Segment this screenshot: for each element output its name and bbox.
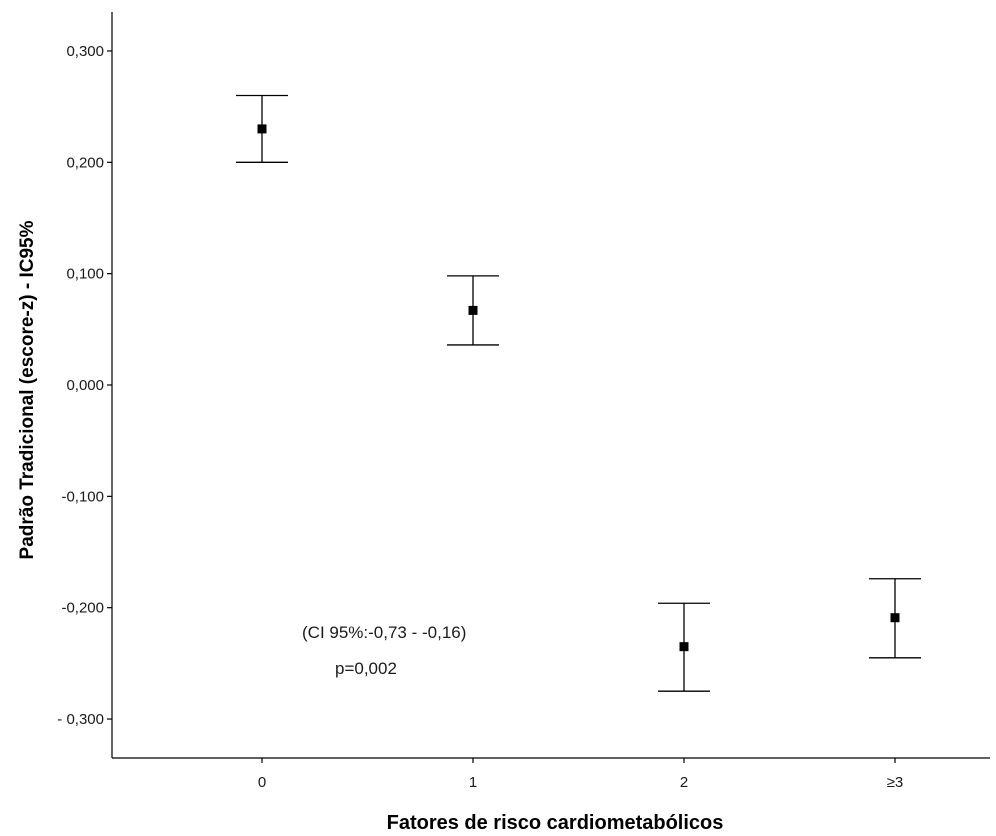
y-ticks: 0,300 0,200 0,100 0,000 -0,100 -0,200 - 0,300 <box>57 43 112 728</box>
data-point <box>890 613 900 623</box>
p-value-annotation: p=0,002 <box>335 659 397 678</box>
y-tick-label: -0,200 <box>61 600 104 617</box>
data-points <box>257 124 900 652</box>
y-tick-label: 0,300 <box>66 43 104 60</box>
y-axis-title: Padrão Tradicional (escore-z) - IC95% <box>17 220 38 559</box>
data-point <box>679 642 689 652</box>
x-tick-label: 2 <box>680 774 688 791</box>
data-point <box>468 305 478 315</box>
x-ticks: 0 1 2 ≥3 <box>258 758 903 791</box>
y-tick-label: 0,000 <box>66 377 104 394</box>
y-tick-label: 0,200 <box>66 154 104 171</box>
error-bars <box>236 94 921 692</box>
y-tick-label: - 0,300 <box>57 711 104 728</box>
x-axis-title: Fatores de risco cardiometabólicos <box>387 812 724 834</box>
y-tick-label: -0,100 <box>61 488 104 505</box>
x-tick-label: ≥3 <box>887 774 904 791</box>
x-tick-label: 1 <box>469 774 477 791</box>
x-tick-label: 0 <box>258 774 266 791</box>
ci-annotation: (CI 95%:-0,73 - -0,16) <box>302 623 466 642</box>
data-point <box>257 124 267 134</box>
y-tick-label: 0,100 <box>66 266 104 283</box>
